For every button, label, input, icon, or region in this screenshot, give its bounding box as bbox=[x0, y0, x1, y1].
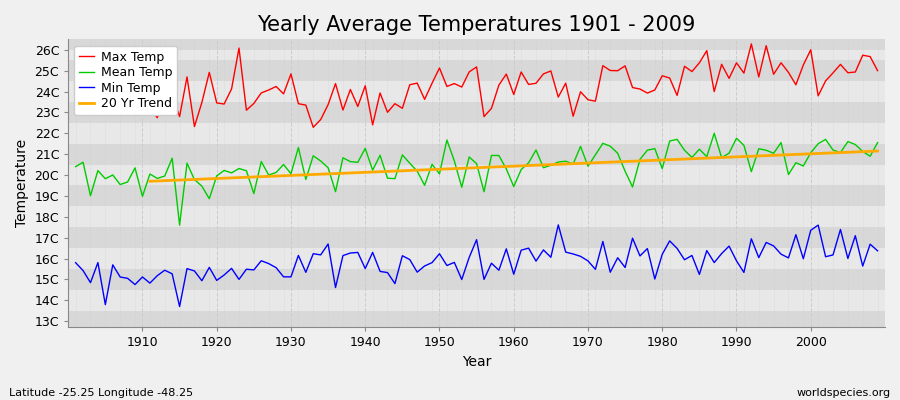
Max Temp bbox=[345, 87, 356, 92]
20 Yr Trend bbox=[315, 172, 326, 176]
Line: Max Temp: Max Temp bbox=[76, 44, 878, 127]
Min Temp bbox=[345, 251, 356, 256]
Mean Temp bbox=[130, 166, 140, 170]
Max Temp bbox=[293, 101, 304, 106]
Min Temp bbox=[612, 255, 623, 260]
Y-axis label: Temperature: Temperature bbox=[15, 139, 29, 228]
Bar bbox=[68, 248, 885, 269]
Max Temp bbox=[70, 93, 81, 98]
Mean Temp bbox=[70, 164, 81, 169]
Mean Temp bbox=[516, 167, 526, 172]
Mean Temp bbox=[605, 144, 616, 148]
20 Yr Trend bbox=[508, 164, 519, 168]
Bar bbox=[68, 102, 885, 123]
Line: 20 Yr Trend: 20 Yr Trend bbox=[150, 151, 878, 181]
Min Temp bbox=[70, 260, 81, 265]
Line: Mean Temp: Mean Temp bbox=[76, 133, 878, 225]
Bar bbox=[68, 290, 885, 311]
20 Yr Trend bbox=[531, 163, 542, 168]
Mean Temp bbox=[709, 131, 720, 136]
20 Yr Trend bbox=[145, 179, 156, 184]
Bar bbox=[68, 81, 885, 102]
Bar bbox=[68, 206, 885, 227]
20 Yr Trend bbox=[716, 155, 727, 160]
Text: worldspecies.org: worldspecies.org bbox=[796, 388, 891, 398]
Min Temp bbox=[553, 222, 563, 227]
Line: Min Temp: Min Temp bbox=[76, 225, 878, 306]
Mean Temp bbox=[345, 159, 356, 164]
Min Temp bbox=[872, 248, 883, 253]
Bar bbox=[68, 186, 885, 206]
Min Temp bbox=[175, 304, 185, 309]
Bar bbox=[68, 39, 885, 60]
X-axis label: Year: Year bbox=[462, 355, 491, 369]
Mean Temp bbox=[301, 177, 311, 182]
Bar bbox=[68, 269, 885, 290]
Max Temp bbox=[605, 68, 616, 73]
Bar bbox=[68, 39, 885, 50]
Max Temp bbox=[516, 70, 526, 74]
Max Temp bbox=[508, 92, 519, 97]
Bar bbox=[68, 123, 885, 144]
Max Temp bbox=[308, 125, 319, 130]
Mean Temp bbox=[872, 140, 883, 145]
Max Temp bbox=[130, 86, 140, 91]
Bar bbox=[68, 164, 885, 186]
Title: Yearly Average Temperatures 1901 - 2009: Yearly Average Temperatures 1901 - 2009 bbox=[257, 15, 696, 35]
Min Temp bbox=[301, 270, 311, 275]
20 Yr Trend bbox=[872, 149, 883, 154]
Max Temp bbox=[746, 42, 757, 46]
Bar bbox=[68, 227, 885, 248]
Legend: Max Temp, Mean Temp, Min Temp, 20 Yr Trend: Max Temp, Mean Temp, Min Temp, 20 Yr Tre… bbox=[75, 46, 177, 115]
Bar bbox=[68, 144, 885, 164]
Mean Temp bbox=[508, 184, 519, 189]
Min Temp bbox=[516, 248, 526, 252]
Bar bbox=[68, 311, 885, 332]
Bar bbox=[68, 60, 885, 81]
Min Temp bbox=[508, 272, 519, 276]
Bar bbox=[68, 321, 885, 328]
20 Yr Trend bbox=[338, 171, 348, 176]
Mean Temp bbox=[175, 223, 185, 228]
Max Temp bbox=[872, 68, 883, 73]
Min Temp bbox=[130, 282, 140, 287]
20 Yr Trend bbox=[367, 170, 378, 174]
Text: Latitude -25.25 Longitude -48.25: Latitude -25.25 Longitude -48.25 bbox=[9, 388, 194, 398]
